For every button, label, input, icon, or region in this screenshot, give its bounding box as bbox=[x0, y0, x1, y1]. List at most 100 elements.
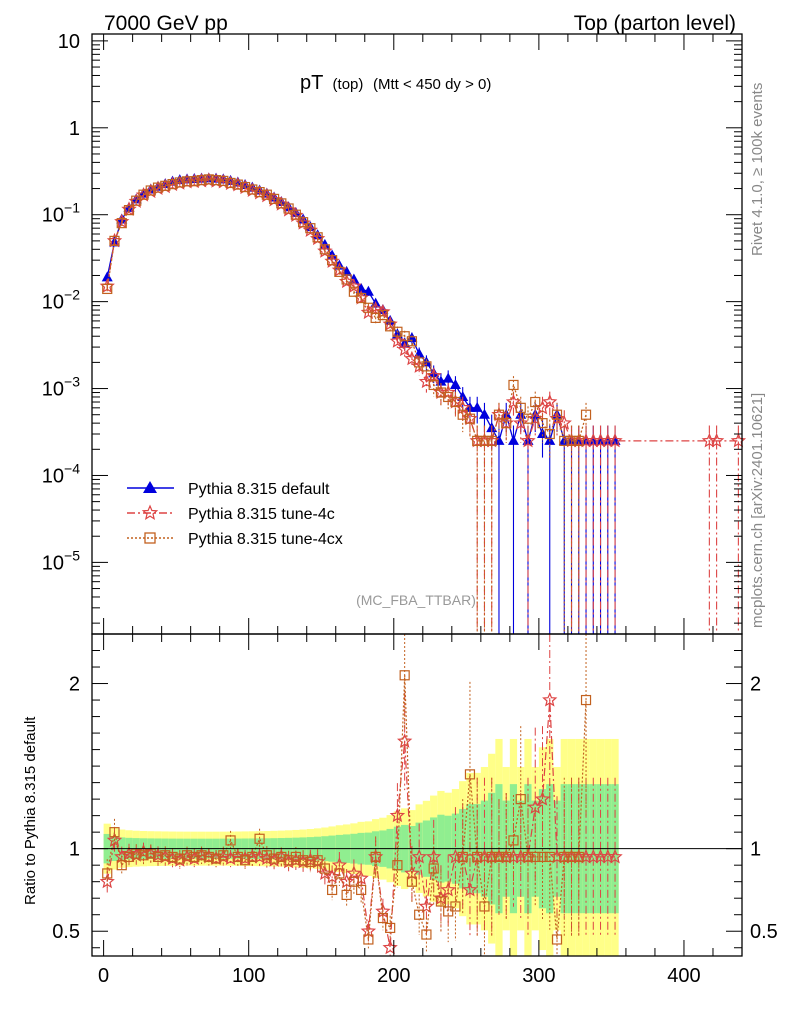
data-point-star bbox=[730, 432, 747, 448]
ratio-bands bbox=[103, 738, 619, 956]
data-point-square bbox=[334, 868, 345, 879]
data-point-square bbox=[290, 851, 301, 863]
y-tick-base: 10 bbox=[42, 292, 64, 314]
data-point-square bbox=[123, 851, 135, 863]
data-point-triangle bbox=[123, 201, 135, 212]
data-point-square bbox=[305, 856, 316, 867]
data-point-square bbox=[254, 833, 265, 844]
data-point-square bbox=[479, 435, 490, 446]
data-point-star bbox=[513, 415, 529, 430]
data-point-star bbox=[462, 881, 478, 897]
data-point-square bbox=[181, 176, 193, 187]
mcplots-label: mcplots.cern.ch [arXiv:2401.10621] bbox=[749, 393, 766, 628]
data-point-square bbox=[276, 851, 287, 863]
x-tick-label: 400 bbox=[667, 965, 700, 987]
y-tick-base: 10 bbox=[42, 379, 64, 401]
data-point-square bbox=[189, 851, 200, 863]
legend-entry-tune-4cx: Pythia 8.315 tune-4cx bbox=[127, 531, 343, 548]
data-point-square bbox=[218, 850, 229, 861]
data-point-star bbox=[397, 341, 413, 357]
data-point-star bbox=[527, 799, 543, 814]
y-tick-label: 10 bbox=[58, 31, 80, 53]
data-point-square bbox=[421, 361, 432, 372]
data-point-square bbox=[566, 435, 577, 446]
data-point-square bbox=[493, 409, 505, 420]
data-point-square bbox=[551, 409, 563, 420]
y-tick-label: 10−2 bbox=[42, 287, 80, 314]
x-tick-label: 200 bbox=[377, 965, 410, 987]
x-tick-label: 0 bbox=[98, 965, 109, 987]
data-point-square bbox=[479, 901, 490, 912]
data-point-square bbox=[472, 851, 483, 863]
data-point-square bbox=[356, 884, 367, 896]
data-point-square bbox=[225, 835, 236, 846]
data-point-square bbox=[348, 876, 359, 887]
data-point-star bbox=[382, 939, 398, 955]
data-point-square bbox=[406, 336, 418, 347]
data-point-square bbox=[145, 185, 156, 196]
ratio-tick-label-right: 0.5 bbox=[750, 921, 778, 943]
series-1 bbox=[99, 172, 747, 634]
data-point-square bbox=[196, 175, 207, 186]
data-point-square bbox=[573, 851, 584, 863]
ratio-plot-area bbox=[99, 634, 623, 956]
data-point-square bbox=[377, 309, 389, 321]
data-point-square bbox=[247, 851, 258, 863]
data-point-square bbox=[501, 851, 512, 863]
data-point-triangle bbox=[101, 271, 113, 282]
data-point-square bbox=[580, 694, 592, 706]
data-point-star bbox=[396, 733, 413, 748]
data-point-square bbox=[464, 413, 476, 424]
chart-title: pT (top) (Mtt < 450 dy > 0) bbox=[300, 72, 491, 94]
data-point-square bbox=[464, 769, 476, 780]
header-left: 7000 GeV pp bbox=[104, 12, 228, 35]
data-point-square bbox=[522, 413, 534, 424]
y-tick-label: 1 bbox=[69, 118, 80, 140]
data-point-square bbox=[189, 176, 200, 187]
data-point-square bbox=[319, 244, 330, 255]
data-point-square bbox=[501, 418, 512, 429]
data-point-square bbox=[152, 182, 164, 193]
data-point-square bbox=[363, 934, 374, 945]
data-point-square bbox=[537, 851, 548, 863]
data-point-square bbox=[508, 835, 519, 846]
title-cut: (Mtt < 450 dy > 0) bbox=[373, 76, 491, 93]
y-tick-exponent: −2 bbox=[64, 287, 80, 303]
data-point-square bbox=[486, 851, 497, 863]
data-point-square bbox=[450, 396, 461, 408]
data-point-triangle bbox=[290, 206, 302, 217]
data-point-square bbox=[239, 855, 251, 866]
title-main: pT bbox=[300, 72, 323, 94]
data-point-square bbox=[167, 179, 178, 190]
data-point-square bbox=[131, 195, 142, 206]
data-point-square bbox=[414, 909, 425, 920]
data-point-square bbox=[580, 409, 592, 420]
data-point-square bbox=[544, 851, 555, 863]
y-tick-exponent: −5 bbox=[64, 547, 80, 563]
data-point-square bbox=[160, 180, 171, 191]
data-point-square bbox=[399, 670, 410, 681]
rivet-label: Rivet 4.1.0, ≥ 100k events bbox=[749, 83, 766, 256]
legend-label-default: Pythia 8.315 default bbox=[188, 481, 330, 498]
series-line bbox=[106, 177, 615, 444]
y-tick-label: 10−4 bbox=[42, 460, 80, 487]
data-point-star bbox=[331, 857, 348, 872]
ratio-series-2 bbox=[102, 634, 592, 956]
data-point-square bbox=[472, 435, 483, 446]
data-point-star bbox=[542, 393, 558, 409]
header-right: Top (parton level) bbox=[574, 12, 736, 35]
data-point-triangle bbox=[507, 434, 519, 445]
ratio-line bbox=[106, 675, 587, 940]
y-tick-exponent: −1 bbox=[64, 200, 80, 216]
data-point-square bbox=[428, 863, 439, 874]
ratio-frame bbox=[91, 633, 743, 957]
data-point-square bbox=[559, 435, 570, 446]
data-point-square bbox=[370, 312, 381, 323]
data-point-square bbox=[392, 860, 403, 871]
data-point-star bbox=[222, 850, 239, 866]
data-point-square bbox=[225, 177, 236, 189]
data-point-square bbox=[457, 851, 468, 863]
data-point-star bbox=[360, 923, 377, 938]
data-point-square bbox=[559, 851, 570, 863]
